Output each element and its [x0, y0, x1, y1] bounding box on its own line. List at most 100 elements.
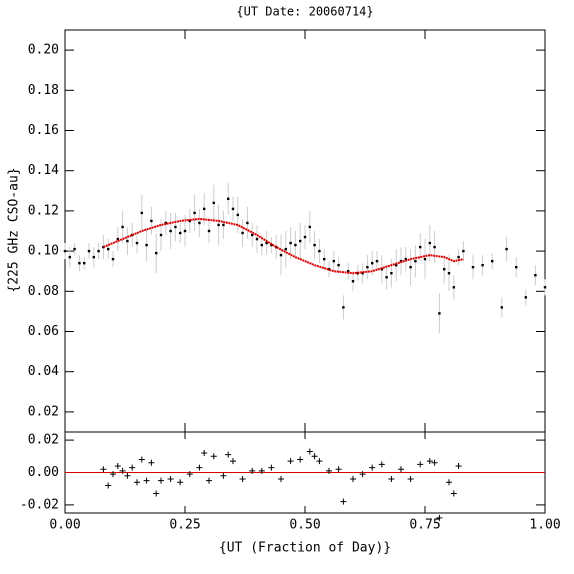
data-point: [419, 245, 422, 249]
residual-point: [340, 498, 347, 505]
data-point: [491, 259, 494, 263]
data-point: [543, 286, 547, 289]
data-point: [241, 231, 244, 235]
residual-point: [417, 461, 424, 468]
y-tick-label: -0.02: [20, 497, 59, 512]
data-point: [174, 225, 177, 229]
data-point: [327, 267, 331, 271]
residual-point: [326, 467, 332, 474]
data-point: [279, 253, 283, 257]
data-point: [447, 272, 451, 275]
data-point: [332, 259, 335, 263]
x-axis-label: {UT (Fraction of Day)}: [219, 541, 391, 556]
residual-point: [110, 471, 116, 478]
residual-point: [316, 458, 323, 465]
data-point: [73, 247, 76, 251]
data-point: [337, 263, 340, 267]
residual-point: [388, 475, 395, 482]
x-tick-label: 0.75: [409, 518, 440, 533]
data-point: [457, 255, 460, 259]
y-tick-label: 0.02: [28, 404, 59, 419]
residual-point: [105, 482, 112, 489]
data-point: [260, 243, 263, 247]
data-point: [462, 249, 465, 253]
y-axis-label: {225 GHz CSO-au}: [7, 167, 22, 292]
data-point: [294, 243, 297, 247]
data-point: [188, 219, 191, 223]
residual-point: [143, 477, 150, 484]
residual-point: [134, 479, 140, 486]
residual-point: [239, 475, 246, 482]
data-point: [313, 243, 316, 247]
data-point: [409, 265, 412, 269]
residual-point: [311, 453, 318, 460]
residual-point: [258, 467, 265, 474]
residual-point: [369, 464, 376, 471]
residual-point: [268, 464, 275, 471]
data-point: [347, 270, 350, 273]
residual-point: [138, 456, 145, 463]
data-point: [102, 245, 105, 249]
data-point: [366, 265, 369, 269]
residual-point: [426, 458, 433, 465]
residual-point: [378, 461, 385, 468]
data-point: [78, 261, 81, 265]
data-point: [83, 261, 86, 265]
y-tick-label: 0.10: [28, 244, 59, 259]
y-tick-label: 0.20: [28, 43, 59, 58]
data-point: [308, 225, 311, 229]
residual-point: [407, 475, 414, 482]
residual-point: [124, 472, 131, 479]
residual-point: [359, 471, 366, 478]
y-tick-label: 0.06: [28, 324, 59, 339]
residual-point: [350, 475, 356, 482]
residual-point: [297, 456, 304, 463]
y-tick-label: 0.04: [28, 364, 59, 379]
data-point: [303, 235, 307, 239]
data-point: [183, 229, 187, 233]
data-point: [92, 255, 95, 259]
data-point: [265, 241, 268, 245]
data-point: [289, 241, 292, 245]
data-point: [217, 223, 220, 227]
residual-point: [335, 466, 342, 473]
residual-point: [210, 453, 217, 460]
x-tick-label: 0.50: [289, 518, 320, 533]
residual-point: [196, 464, 203, 471]
data-point: [452, 286, 455, 289]
data-point: [342, 306, 345, 309]
data-point: [155, 251, 158, 255]
data-point: [179, 231, 182, 235]
data-point: [193, 211, 196, 215]
data-point: [207, 229, 211, 233]
data-point: [299, 239, 302, 243]
residual-point: [119, 467, 126, 474]
data-point: [361, 272, 364, 275]
data-point: [351, 280, 355, 283]
residual-point: [249, 467, 256, 474]
data-point: [246, 221, 249, 225]
data-point: [255, 237, 259, 241]
data-point: [116, 237, 119, 241]
data-point: [169, 229, 172, 233]
y-tick-label: 0.12: [28, 203, 59, 218]
data-point: [203, 207, 206, 211]
data-point: [395, 263, 398, 267]
residual-point: [114, 463, 121, 470]
residual-point: [153, 490, 160, 497]
data-point: [107, 247, 110, 251]
y-tick-label: 0.18: [28, 83, 59, 98]
data-point: [140, 211, 143, 215]
data-point: [318, 249, 321, 253]
data-point: [414, 259, 417, 263]
data-point: [87, 249, 91, 253]
residual-point: [220, 472, 227, 479]
data-point: [236, 213, 239, 217]
residual-point: [398, 466, 404, 473]
data-point: [284, 247, 287, 251]
fit-line: [103, 217, 464, 275]
data-point: [404, 257, 407, 261]
residual-point: [278, 475, 284, 482]
data-point: [126, 239, 129, 243]
